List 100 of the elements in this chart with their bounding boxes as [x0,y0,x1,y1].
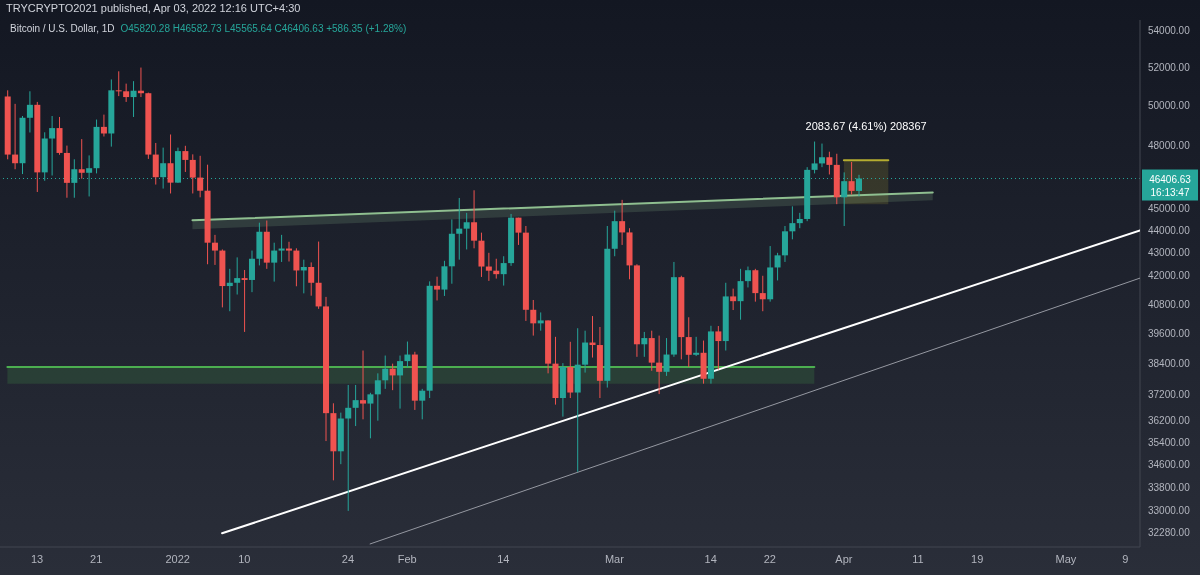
candlestick [78,138,85,180]
candlestick [182,145,189,173]
text: TRYCRYPTO2021 published, Apr 03, 2022 12:16 UTC+4:30 [6,2,301,14]
candlestick [374,372,381,422]
candlestick [500,255,507,287]
y-tick-label: 36200.00 [1148,415,1191,427]
y-tick-label: 34600.00 [1148,459,1191,471]
ref-line-label: 46406.63 [1149,173,1192,185]
candlestick [774,252,781,281]
candlestick [71,158,78,199]
y-tick-label: 39600.00 [1148,327,1191,339]
candlestick [537,311,544,332]
candlestick [663,337,670,377]
candlestick [515,217,522,246]
x-tick-label: 11 [912,552,924,565]
candlestick [848,161,855,196]
candlestick [367,392,374,439]
x-tick-label: 21 [90,552,103,565]
x-tick-label: 19 [971,552,984,565]
x-tick-label: 2022 [165,552,190,565]
y-tick-label: 33800.00 [1148,482,1191,494]
candlestick [389,363,396,391]
x-tick-label: 14 [704,552,717,565]
x-tick-label: 22 [763,552,776,565]
candlestick [278,234,285,263]
candlestick [434,276,441,301]
y-tick-label: 38400.00 [1148,357,1191,369]
text: 16:13:47 [1150,186,1190,198]
candlestick [759,275,766,312]
x-tick-label: 10 [238,552,251,565]
candlestick [352,384,359,427]
candlestick [308,261,315,297]
candlestick [360,350,367,420]
candlestick [530,299,537,337]
candlestick [463,212,470,250]
candlestick [397,355,404,410]
x-tick-label: May [1055,552,1077,565]
candlestick [730,288,737,311]
candlestick [226,268,233,312]
y-tick-label: 44000.00 [1148,224,1191,236]
x-tick-label: 9 [1122,552,1129,565]
candlestick [582,330,589,374]
candlestick [382,355,389,390]
y-tick-label: 35400.00 [1148,437,1191,448]
candlestick [404,341,411,368]
candlestick [26,90,33,133]
x-tick-label: 13 [30,552,44,565]
y-tick-label: 37200.00 [1148,388,1191,400]
y-tick-label: 42000.00 [1148,270,1191,282]
candlestick [167,133,174,194]
candlestick [485,252,492,282]
y-tick-label: 50000.00 [1148,100,1191,112]
candlestick [241,269,248,333]
y-tick-label: 33000.00 [1148,505,1191,517]
candlestick [441,260,448,297]
y-tick-label: 48000.00 [1148,140,1191,152]
candlestick [619,199,626,246]
x-tick-label: Mar [604,552,625,565]
candlestick [12,103,19,170]
candlestick [248,250,255,293]
candlestick [856,174,862,197]
x-tick-label: Apr [835,552,853,565]
candlestick [656,335,663,395]
chart-title: Bitcoin / U.S. Dollar, 1D [10,23,115,34]
y-tick-label: 54000.00 [1148,25,1191,37]
candlestick [189,153,196,194]
candlestick [419,388,426,420]
candlestick [737,268,744,321]
candlestick [818,143,825,168]
y-tick-label: 40800.00 [1148,298,1191,310]
candlestick [271,242,278,283]
x-tick-label: Feb [397,552,417,565]
candlestick [293,247,300,287]
candlestick [115,70,122,97]
candlestick [456,197,463,261]
x-tick-label: 24 [341,552,355,565]
candlestick [744,266,751,288]
candlestick [211,234,218,266]
candlestick [685,316,692,368]
y-tick-label: 43000.00 [1148,247,1191,259]
candlestick [315,241,322,310]
candlestick [130,80,137,118]
candlestick [715,325,722,371]
candlestick [789,205,796,240]
candlestick [49,115,56,176]
y-tick-label: 32280.00 [1148,526,1191,538]
candlestick [471,189,478,249]
candlestick [811,141,818,174]
candlestick [286,241,292,262]
annotation: 2083.67 (4.61%) 208367 [805,120,927,133]
candlestick [345,384,352,512]
candlestick [100,114,107,137]
candlestick [152,142,159,186]
candlestick [752,268,759,303]
y-tick-label: 52000.00 [1148,62,1191,74]
candlestick [693,336,700,357]
candlestick [160,147,167,190]
y-tick-label: 45000.00 [1148,203,1191,215]
candlestick [234,256,241,296]
candlestick [826,151,833,175]
